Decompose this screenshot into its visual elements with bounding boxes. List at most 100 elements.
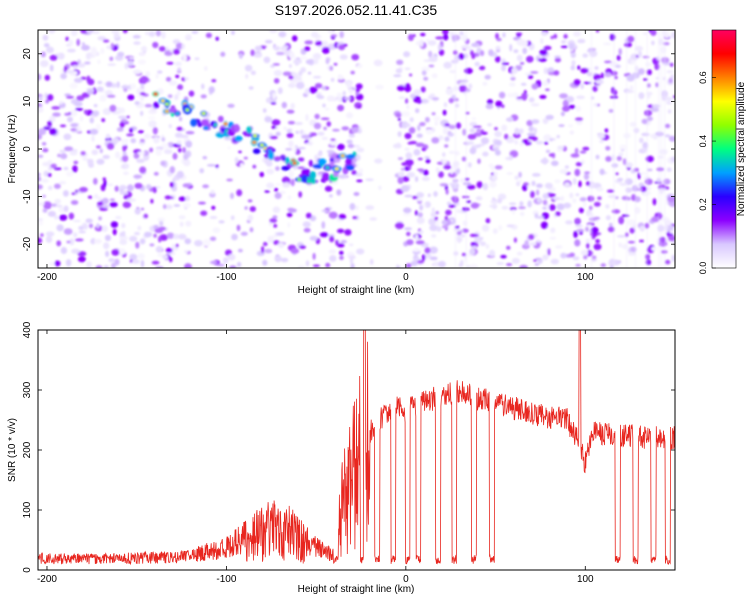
heatmap-cell [39, 220, 44, 226]
heatmap-cell [432, 261, 440, 267]
heatmap-cell [253, 52, 263, 58]
heatmap-cell [240, 231, 248, 236]
heatmap-cell [580, 68, 589, 74]
heatmap-cell [134, 101, 140, 105]
heatmap-cell [124, 62, 129, 70]
heatmap-cell [560, 45, 568, 49]
heatmap-cell [492, 147, 499, 151]
heatmap-cell [599, 139, 604, 144]
heatmap-cell [316, 95, 325, 100]
heatmap-cell [134, 182, 143, 189]
heatmap-cell [76, 38, 80, 47]
colorbar-label: Normalized spectral amplitude [736, 81, 747, 216]
heatmap-cell [286, 212, 293, 218]
heatmap-cell [236, 261, 242, 268]
heatmap-cell [349, 95, 355, 103]
heatmap-cell [80, 151, 86, 156]
heatmap-cell [431, 73, 438, 79]
heatmap-cell [122, 30, 128, 34]
heatmap-cell [297, 177, 302, 182]
heatmap-cell [605, 156, 612, 162]
heatmap-cell [133, 152, 140, 159]
heatmap-cell [576, 228, 585, 232]
heatmap-cell [69, 82, 78, 89]
snr-y-ticks: 0 100 200 300 400 [22, 321, 675, 573]
heatmap-cell [169, 107, 177, 114]
heatmap-cell [428, 56, 438, 63]
heatmap-cell [297, 147, 306, 150]
heatmap-cell [516, 181, 521, 187]
heatmap-cell [299, 56, 308, 60]
heatmap-cell [563, 202, 572, 209]
heatmap-cell [122, 201, 132, 209]
heatmap-cell [87, 78, 95, 86]
heatmap-cell [410, 93, 416, 99]
heatmap-cell [46, 46, 54, 54]
heatmap-cell [290, 248, 300, 254]
heatmap-cell [139, 166, 147, 174]
heatmap-cell [97, 80, 103, 85]
heatmap-cell [243, 156, 248, 160]
heatmap-cell [576, 95, 585, 100]
heatmap-cell [264, 116, 273, 123]
heatmap-cell [161, 31, 166, 39]
heatmap-cell [81, 92, 90, 98]
heatmap-cell [340, 154, 345, 158]
heatmap-cell [448, 204, 457, 208]
heatmap-cell [569, 252, 575, 258]
heatmap-cell [190, 118, 198, 127]
heatmap-cell [580, 83, 585, 90]
heatmap-cell [435, 211, 440, 215]
heatmap-cell [463, 181, 472, 186]
heatmap-cell [107, 183, 114, 187]
heatmap-cell [297, 157, 305, 162]
heatmap-cell [495, 46, 501, 51]
heatmap-cell [119, 189, 124, 192]
heatmap-cell [488, 49, 494, 57]
heatmap-cell [634, 188, 643, 191]
heatmap-cell [329, 65, 334, 71]
heatmap-cell [433, 115, 441, 122]
heatmap-cell [397, 177, 404, 184]
heatmap-cell [406, 104, 410, 110]
heatmap-cell [441, 225, 448, 229]
y-tick-label: 20 [22, 48, 33, 60]
heatmap-cell [324, 185, 333, 192]
heatmap-cell [611, 209, 621, 214]
heatmap-cell [646, 69, 652, 76]
heatmap-cell [129, 57, 133, 60]
heatmap-cell [325, 262, 331, 268]
heatmap-cell [417, 124, 421, 132]
heatmap-cell [481, 131, 488, 135]
heatmap-cell [404, 227, 412, 231]
heatmap-cell [663, 42, 670, 46]
heatmap-cell [564, 165, 570, 169]
heatmap-cell [487, 123, 492, 127]
heatmap-cell [211, 79, 217, 83]
heatmap-cell [528, 135, 536, 140]
heatmap-cell [201, 111, 206, 116]
heatmap-cell [395, 112, 402, 118]
heatmap-cell [521, 92, 528, 101]
heatmap-cell [543, 134, 552, 142]
heatmap-cell [274, 192, 282, 200]
heatmap-cell [313, 122, 322, 130]
heatmap-cell [329, 255, 337, 262]
heatmap-cell [315, 40, 323, 46]
heatmap-cell [185, 195, 191, 202]
heatmap-cell [339, 250, 344, 255]
heatmap-cell [97, 59, 101, 65]
heatmap-cell [655, 76, 660, 80]
heatmap-cell [130, 83, 136, 90]
heatmap-cell [184, 250, 189, 253]
heatmap-cell [459, 82, 467, 86]
heatmap-cell [99, 148, 103, 154]
heatmap-cell [356, 179, 363, 183]
heatmap-cell [665, 96, 673, 102]
heatmap-cell [569, 192, 574, 199]
heatmap-cell [479, 241, 486, 247]
heatmap-cell [275, 183, 282, 186]
colorbar: 0.0 0.2 0.4 0.6 Normalized spectral amplitu… [698, 29, 747, 274]
heatmap-cell [400, 167, 405, 171]
heatmap-cell [415, 142, 425, 147]
